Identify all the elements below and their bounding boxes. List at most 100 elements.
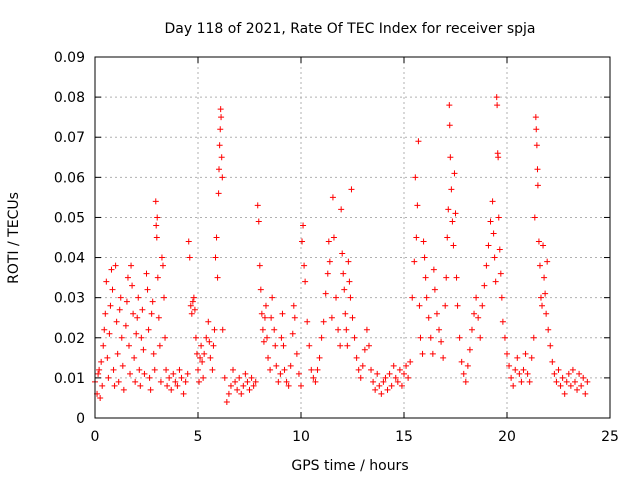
data-point [255,218,262,225]
data-point [99,382,106,389]
data-point [136,366,143,373]
data-point [545,326,552,333]
data-point [462,378,469,385]
y-tick-label: 0.02 [54,331,85,347]
data-point [290,302,297,309]
data-point [324,270,331,277]
data-point [438,338,445,345]
data-point [481,282,488,289]
data-point [168,386,175,393]
data-point [236,374,243,381]
data-point [551,370,558,377]
data-point [489,198,496,205]
data-point [549,358,556,365]
data-point [456,334,463,341]
data-point [190,294,197,301]
data-point [101,326,108,333]
x-tick-label: 10 [292,429,310,445]
data-point [355,366,362,373]
data-point [219,174,226,181]
data-point [182,378,189,385]
data-point [338,206,345,213]
data-point [230,366,237,373]
data-point [267,366,274,373]
data-point [283,378,290,385]
data-point [145,326,152,333]
data-point [100,342,107,349]
data-point [227,382,234,389]
data-point [351,334,358,341]
data-point [343,326,350,333]
y-tick-label: 0.01 [54,371,85,387]
data-point [454,302,461,309]
data-point [219,326,226,333]
data-point [407,358,414,365]
data-point [172,378,179,385]
data-point [413,234,420,241]
data-point [125,342,132,349]
data-point [361,346,368,353]
data-point [524,370,531,377]
data-point [466,346,473,353]
data-point [337,342,344,349]
data-point [203,334,210,341]
data-point [158,254,165,261]
data-point [157,378,164,385]
data-point [533,126,540,133]
data-point [105,374,112,381]
data-point [431,286,438,293]
data-point [261,314,268,321]
data-point [353,354,360,361]
data-point [547,342,554,349]
data-point [302,278,309,285]
data-point [508,374,515,381]
data-point [207,354,214,361]
data-point [119,362,126,369]
grid-lines [95,57,610,418]
data-point [95,370,102,377]
data-point [257,286,264,293]
data-point [419,350,426,357]
data-point [144,286,151,293]
data-point [280,342,287,349]
data-point [530,334,537,341]
data-point [164,382,171,389]
data-point [506,362,513,369]
data-point [306,342,313,349]
data-point [518,378,525,385]
data-point [122,322,129,329]
data-point [215,190,222,197]
data-point [405,374,412,381]
data-point [273,362,280,369]
data-point [363,326,370,333]
data-point [166,374,173,381]
data-point [116,306,123,313]
data-point [216,166,223,173]
data-point [128,262,135,269]
data-point [394,378,401,385]
data-point [304,318,311,325]
data-point [396,366,403,373]
data-point [163,366,170,373]
data-point [240,382,247,389]
data-point [146,374,153,381]
data-point [458,358,465,365]
data-point [533,142,540,149]
data-point [209,366,216,373]
data-point [440,354,447,361]
data-point [344,342,351,349]
data-point [289,330,296,337]
data-point [174,382,181,389]
data-point [141,370,148,377]
data-point [487,218,494,225]
data-point [544,258,551,265]
data-point [541,274,548,281]
data-point [217,106,224,113]
data-point [156,342,163,349]
data-point [348,186,355,193]
data-point [496,246,503,253]
data-point [423,294,430,301]
data-point [120,386,127,393]
data-point [178,374,185,381]
data-point [214,274,221,281]
